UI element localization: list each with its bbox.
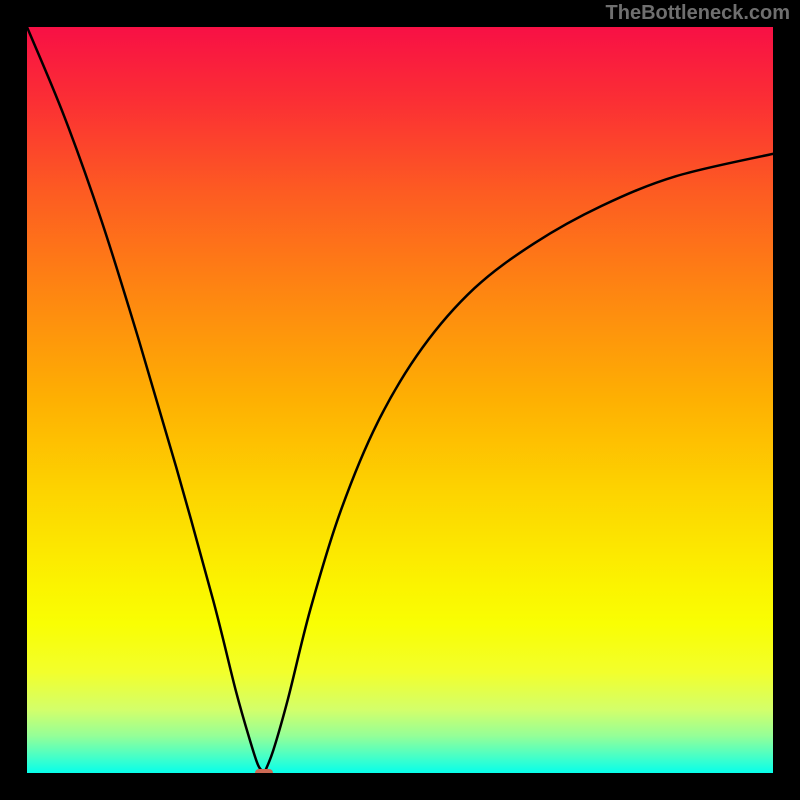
chart-border-bottom	[0, 773, 800, 800]
bottleneck-curve	[27, 27, 773, 773]
curve-left-branch	[27, 27, 264, 773]
curve-right-branch	[264, 154, 773, 773]
watermark-text: TheBottleneck.com	[606, 2, 790, 25]
bottleneck-chart	[27, 27, 773, 773]
chart-border-right	[773, 0, 800, 800]
chart-border-left	[0, 0, 27, 800]
minimum-marker	[255, 769, 273, 773]
